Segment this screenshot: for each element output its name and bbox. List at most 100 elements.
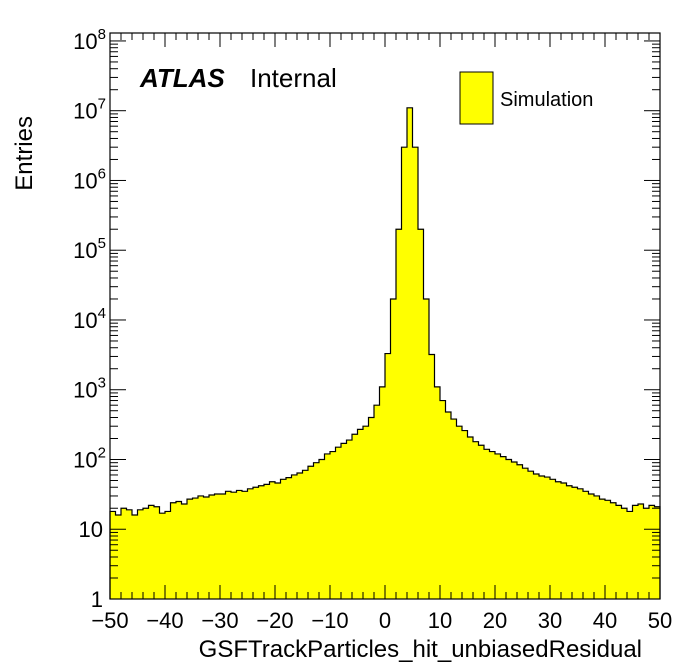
x-tick-label: 30 [538,608,562,633]
histogram-bin [126,509,133,599]
x-tick-label: −10 [311,608,348,633]
histogram-bin [440,400,446,599]
histogram-bin [297,473,303,599]
histogram-bin [544,477,551,599]
histogram-outline [109,107,661,599]
histogram-bin [577,488,584,599]
x-tick-label: 50 [648,608,672,633]
histogram-bin [313,462,320,599]
histogram-bin [621,508,628,599]
histogram-bin [170,502,177,599]
histogram-bin [379,386,386,599]
y-tick-label: 107 [73,96,106,124]
histogram-bin [627,511,633,599]
y-tick-label: 105 [73,235,106,263]
histogram-bin [500,456,507,599]
histogram-bin [550,479,556,599]
histogram-bin [137,509,144,599]
histogram-bin [214,494,221,599]
histogram-bin [308,466,314,599]
histogram-bin [181,504,188,599]
histogram-bin [418,229,424,599]
histogram-bin [456,426,463,599]
histogram-bin [390,298,397,599]
histogram-bin [143,508,149,599]
histogram-bin [396,229,402,599]
histogram-bin [605,500,611,599]
histogram-bin [187,499,193,599]
histogram-bin [429,354,435,599]
histogram-bin [632,505,639,599]
histogram-bin [401,147,408,599]
histogram-bin [264,484,270,599]
histogram-bin [473,441,479,599]
histogram-bin [572,487,578,599]
histogram-bin [363,426,369,599]
histogram-bin [599,499,606,599]
histogram-bin [346,440,353,599]
histogram-bin [434,386,441,599]
x-tick-label: 0 [379,608,391,633]
x-tick-label: −20 [256,608,293,633]
histogram-bin [341,443,347,599]
histogram-bin [583,491,589,599]
histogram-bin [236,490,243,599]
histogram-bin [275,483,281,599]
histogram-bin [566,485,573,599]
histogram-bin [253,487,259,599]
histogram-bin [154,506,160,599]
histogram-bin [286,477,292,599]
histogram-bin [176,501,182,599]
histogram-bin [231,492,237,599]
y-tick-label: 102 [73,444,106,472]
histogram-bin [132,515,138,599]
x-axis: −50 −40 −30 −20 −10 0 10 20 30 40 50 [91,33,672,633]
y-tick-label: 1 [91,587,103,612]
histogram-bin [478,445,485,599]
histogram-bin [506,459,512,599]
histogram-bin [517,464,523,599]
histogram-bin [335,447,342,599]
y-axis: 1 10 102 103 104 105 106 107 108 [73,26,660,612]
histogram-bin [423,298,430,599]
histogram-bin [495,453,501,599]
histogram-bin [192,498,199,599]
histogram-bin [121,508,127,599]
histogram-bin [247,488,254,599]
y-tick-label: 108 [73,26,106,54]
histogram-bin [616,505,622,599]
histogram-bin [555,481,562,599]
histogram-bin [352,434,358,599]
histogram-bin [291,474,298,599]
histogram-bin [319,459,325,599]
histogram-bin [511,462,518,599]
y-tick-label: 103 [73,375,106,403]
y-tick-label: 10 [79,517,103,542]
histogram-bin [115,515,122,599]
histogram-bin [610,502,617,599]
histogram-bin [588,494,595,599]
histogram-bin [522,468,529,599]
histogram-bin [242,491,248,599]
histogram-bin [165,511,171,599]
histogram-bin [528,471,534,599]
x-axis-title: GSFTrackParticles_hit_unbiasedResidual [199,636,642,663]
histogram-bin [159,513,166,599]
histogram-bin [225,491,232,599]
histogram-bin [654,506,661,599]
histogram-bin [643,508,650,599]
histogram-bin [357,429,364,599]
histogram-bin [324,453,331,599]
atlas-status-label: Internal [250,63,337,93]
histogram-bin [302,470,309,599]
histogram-bin [467,437,474,599]
histogram-bin [489,451,496,599]
histogram-bin [198,495,204,599]
x-tick-label: −40 [146,608,183,633]
legend-swatch [459,71,494,125]
histogram-bin [258,485,265,599]
histogram-bin [269,481,276,599]
x-tick-label: 40 [593,608,617,633]
